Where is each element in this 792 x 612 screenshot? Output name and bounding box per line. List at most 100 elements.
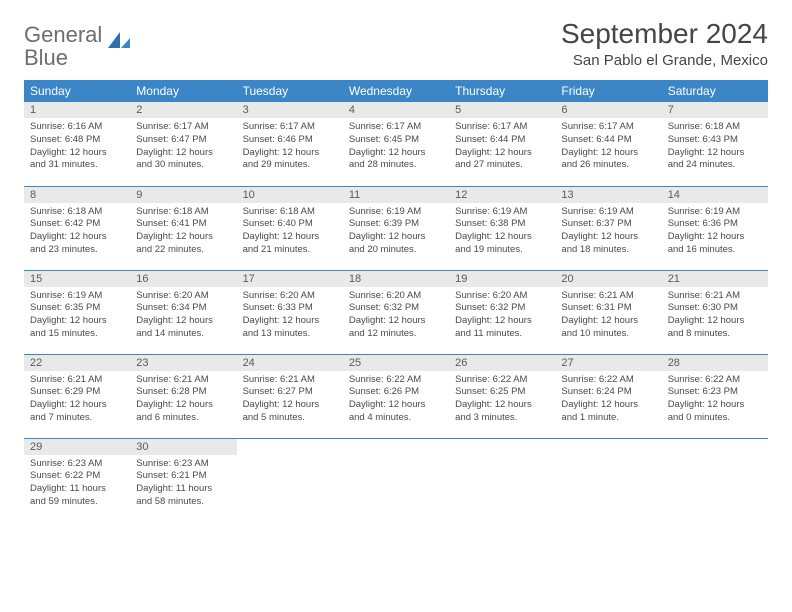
day-number: 17 [237,271,343,287]
day-details: Sunrise: 6:19 AMSunset: 6:38 PMDaylight:… [449,203,555,261]
day-number: 5 [449,102,555,118]
calendar-page: General Blue September 2024 San Pablo el… [0,0,792,540]
calendar-table: SundayMondayTuesdayWednesdayThursdayFrid… [24,80,768,522]
calendar-cell: 9Sunrise: 6:18 AMSunset: 6:41 PMDaylight… [130,186,236,270]
day-details: Sunrise: 6:22 AMSunset: 6:26 PMDaylight:… [343,371,449,429]
calendar-cell: 24Sunrise: 6:21 AMSunset: 6:27 PMDayligh… [237,354,343,438]
calendar-cell: 6Sunrise: 6:17 AMSunset: 6:44 PMDaylight… [555,102,661,186]
day-number: 23 [130,355,236,371]
calendar-cell: 3Sunrise: 6:17 AMSunset: 6:46 PMDaylight… [237,102,343,186]
month-title: September 2024 [561,18,768,50]
day-number: 28 [662,355,768,371]
day-details: Sunrise: 6:19 AMSunset: 6:39 PMDaylight:… [343,203,449,261]
location: San Pablo el Grande, Mexico [561,52,768,69]
day-number: 2 [130,102,236,118]
calendar-cell: 18Sunrise: 6:20 AMSunset: 6:32 PMDayligh… [343,270,449,354]
calendar-cell [449,438,555,522]
day-number: 11 [343,187,449,203]
day-details: Sunrise: 6:23 AMSunset: 6:22 PMDaylight:… [24,455,130,513]
calendar-cell: 13Sunrise: 6:19 AMSunset: 6:37 PMDayligh… [555,186,661,270]
weekday-header-row: SundayMondayTuesdayWednesdayThursdayFrid… [24,80,768,102]
day-details: Sunrise: 6:19 AMSunset: 6:37 PMDaylight:… [555,203,661,261]
weekday-header: Saturday [662,80,768,102]
calendar-cell: 21Sunrise: 6:21 AMSunset: 6:30 PMDayligh… [662,270,768,354]
day-number: 9 [130,187,236,203]
day-number: 14 [662,187,768,203]
day-number: 3 [237,102,343,118]
calendar-week-row: 1Sunrise: 6:16 AMSunset: 6:48 PMDaylight… [24,102,768,186]
calendar-week-row: 22Sunrise: 6:21 AMSunset: 6:29 PMDayligh… [24,354,768,438]
calendar-cell: 19Sunrise: 6:20 AMSunset: 6:32 PMDayligh… [449,270,555,354]
day-details: Sunrise: 6:19 AMSunset: 6:36 PMDaylight:… [662,203,768,261]
day-details: Sunrise: 6:17 AMSunset: 6:45 PMDaylight:… [343,118,449,176]
day-number: 30 [130,439,236,455]
calendar-cell: 7Sunrise: 6:18 AMSunset: 6:43 PMDaylight… [662,102,768,186]
calendar-cell: 16Sunrise: 6:20 AMSunset: 6:34 PMDayligh… [130,270,236,354]
day-details: Sunrise: 6:18 AMSunset: 6:43 PMDaylight:… [662,118,768,176]
calendar-cell: 2Sunrise: 6:17 AMSunset: 6:47 PMDaylight… [130,102,236,186]
title-block: September 2024 San Pablo el Grande, Mexi… [561,18,768,69]
calendar-cell: 15Sunrise: 6:19 AMSunset: 6:35 PMDayligh… [24,270,130,354]
calendar-cell: 23Sunrise: 6:21 AMSunset: 6:28 PMDayligh… [130,354,236,438]
calendar-cell [662,438,768,522]
day-details: Sunrise: 6:17 AMSunset: 6:46 PMDaylight:… [237,118,343,176]
day-details: Sunrise: 6:23 AMSunset: 6:21 PMDaylight:… [130,455,236,513]
day-number: 7 [662,102,768,118]
logo: General Blue [24,24,132,70]
day-details: Sunrise: 6:20 AMSunset: 6:33 PMDaylight:… [237,287,343,345]
calendar-week-row: 8Sunrise: 6:18 AMSunset: 6:42 PMDaylight… [24,186,768,270]
calendar-cell: 8Sunrise: 6:18 AMSunset: 6:42 PMDaylight… [24,186,130,270]
day-number: 24 [237,355,343,371]
day-details: Sunrise: 6:18 AMSunset: 6:42 PMDaylight:… [24,203,130,261]
day-number: 16 [130,271,236,287]
calendar-week-row: 29Sunrise: 6:23 AMSunset: 6:22 PMDayligh… [24,438,768,522]
day-details: Sunrise: 6:21 AMSunset: 6:30 PMDaylight:… [662,287,768,345]
day-details: Sunrise: 6:22 AMSunset: 6:25 PMDaylight:… [449,371,555,429]
day-details: Sunrise: 6:20 AMSunset: 6:32 PMDaylight:… [449,287,555,345]
day-details: Sunrise: 6:18 AMSunset: 6:40 PMDaylight:… [237,203,343,261]
day-details: Sunrise: 6:17 AMSunset: 6:44 PMDaylight:… [449,118,555,176]
calendar-cell: 20Sunrise: 6:21 AMSunset: 6:31 PMDayligh… [555,270,661,354]
calendar-cell: 26Sunrise: 6:22 AMSunset: 6:25 PMDayligh… [449,354,555,438]
day-details: Sunrise: 6:21 AMSunset: 6:28 PMDaylight:… [130,371,236,429]
day-details: Sunrise: 6:19 AMSunset: 6:35 PMDaylight:… [24,287,130,345]
day-number: 21 [662,271,768,287]
calendar-cell: 11Sunrise: 6:19 AMSunset: 6:39 PMDayligh… [343,186,449,270]
day-details: Sunrise: 6:17 AMSunset: 6:44 PMDaylight:… [555,118,661,176]
calendar-cell: 12Sunrise: 6:19 AMSunset: 6:38 PMDayligh… [449,186,555,270]
header: General Blue September 2024 San Pablo el… [24,18,768,70]
sail-icon [106,30,132,57]
day-number: 12 [449,187,555,203]
day-details: Sunrise: 6:20 AMSunset: 6:32 PMDaylight:… [343,287,449,345]
calendar-cell: 29Sunrise: 6:23 AMSunset: 6:22 PMDayligh… [24,438,130,522]
day-number: 25 [343,355,449,371]
calendar-cell: 4Sunrise: 6:17 AMSunset: 6:45 PMDaylight… [343,102,449,186]
calendar-cell [555,438,661,522]
day-details: Sunrise: 6:21 AMSunset: 6:31 PMDaylight:… [555,287,661,345]
calendar-cell: 14Sunrise: 6:19 AMSunset: 6:36 PMDayligh… [662,186,768,270]
day-details: Sunrise: 6:20 AMSunset: 6:34 PMDaylight:… [130,287,236,345]
day-details: Sunrise: 6:22 AMSunset: 6:24 PMDaylight:… [555,371,661,429]
day-number: 4 [343,102,449,118]
weekday-header: Thursday [449,80,555,102]
day-number: 15 [24,271,130,287]
calendar-week-row: 15Sunrise: 6:19 AMSunset: 6:35 PMDayligh… [24,270,768,354]
weekday-header: Monday [130,80,236,102]
day-number: 27 [555,355,661,371]
calendar-cell: 30Sunrise: 6:23 AMSunset: 6:21 PMDayligh… [130,438,236,522]
calendar-cell: 10Sunrise: 6:18 AMSunset: 6:40 PMDayligh… [237,186,343,270]
logo-text-general: General [24,22,102,47]
day-details: Sunrise: 6:21 AMSunset: 6:29 PMDaylight:… [24,371,130,429]
day-number: 19 [449,271,555,287]
calendar-cell: 17Sunrise: 6:20 AMSunset: 6:33 PMDayligh… [237,270,343,354]
day-details: Sunrise: 6:17 AMSunset: 6:47 PMDaylight:… [130,118,236,176]
day-number: 18 [343,271,449,287]
day-details: Sunrise: 6:21 AMSunset: 6:27 PMDaylight:… [237,371,343,429]
day-number: 20 [555,271,661,287]
day-number: 8 [24,187,130,203]
calendar-cell [237,438,343,522]
weekday-header: Sunday [24,80,130,102]
day-number: 22 [24,355,130,371]
calendar-cell: 22Sunrise: 6:21 AMSunset: 6:29 PMDayligh… [24,354,130,438]
calendar-cell: 28Sunrise: 6:22 AMSunset: 6:23 PMDayligh… [662,354,768,438]
